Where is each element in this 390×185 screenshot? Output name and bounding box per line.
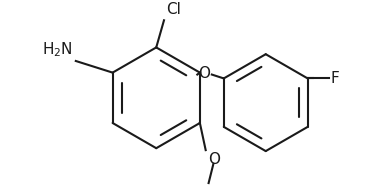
Text: Cl: Cl [166, 2, 181, 17]
Text: O: O [198, 66, 210, 81]
Text: F: F [331, 71, 340, 86]
Text: O: O [207, 152, 220, 167]
Text: H$_2$N: H$_2$N [42, 40, 73, 59]
